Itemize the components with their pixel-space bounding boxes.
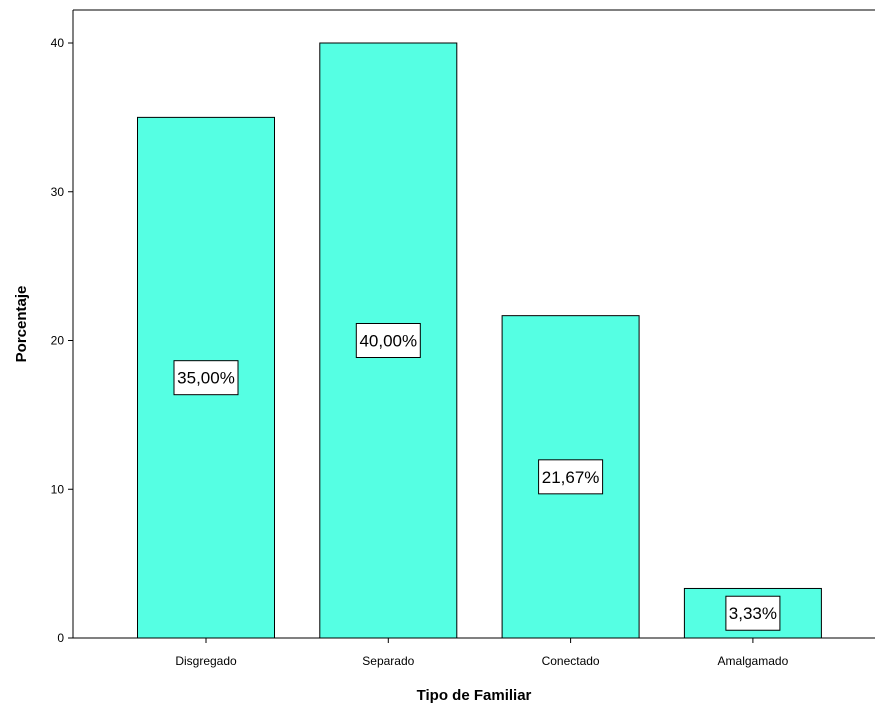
data-label-text: 3,33% <box>729 604 777 623</box>
data-labels-group: 35,00% 40,00% 21,67% 3,33% <box>173 323 781 631</box>
data-label-text: 35,00% <box>177 369 235 388</box>
y-tick-label: 0 <box>57 631 64 645</box>
data-label-text: 40,00% <box>359 332 417 351</box>
y-axis-title: Porcentaje <box>13 286 30 363</box>
x-tick-label: Amalgamado <box>718 654 789 668</box>
data-label-box <box>355 323 421 358</box>
data-label-box <box>538 459 604 495</box>
x-tick-label: Conectado <box>542 654 600 668</box>
data-label: 21,67% <box>538 459 604 495</box>
bars-group <box>137 42 822 639</box>
x-tick-label: Disgregado <box>175 654 237 668</box>
data-label: 3,33% <box>725 595 781 631</box>
x-axis-title: Tipo de Familiar <box>417 687 532 704</box>
y-tick-label: 10 <box>51 482 65 496</box>
data-label-box <box>725 595 781 631</box>
data-label-text: 21,67% <box>542 468 600 487</box>
x-tick-label: Separado <box>362 654 414 668</box>
y-axis-ticks: 0 10 20 30 40 <box>51 36 73 645</box>
y-tick-label: 30 <box>51 185 65 199</box>
y-tick-label: 20 <box>51 334 65 348</box>
x-axis-ticks: Disgregado Separado Conectado Amalgamado <box>175 638 789 668</box>
data-label-box <box>173 360 239 396</box>
data-label: 40,00% <box>355 323 421 358</box>
y-tick-label: 40 <box>51 36 65 50</box>
data-label: 35,00% <box>173 360 239 396</box>
